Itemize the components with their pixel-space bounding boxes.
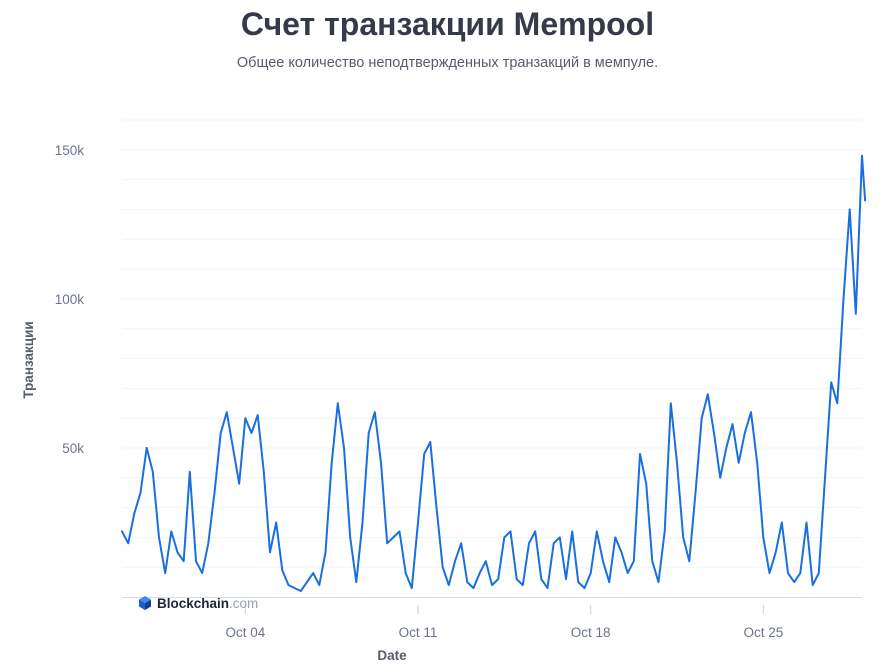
x-tick-label: Oct 04: [225, 625, 265, 640]
series-line: [121, 154, 867, 592]
blockchain-logo: Blockchain.com: [139, 596, 258, 611]
y-tick-label: 50k: [62, 441, 84, 456]
blockchain-logo-icon: [139, 596, 151, 610]
x-tick-label: Oct 18: [571, 625, 611, 640]
y-tick-label: 150k: [55, 143, 85, 158]
x-axis-ticks: Oct 04 Oct 11 Oct 18 Oct 25: [225, 605, 783, 640]
y-axis-ticks: 50k 100k 150k: [55, 143, 85, 456]
chart-title: Счет транзакции Mempool: [240, 6, 655, 42]
grid-lines: [122, 119, 862, 568]
x-tick-label: Oct 25: [743, 625, 783, 640]
x-axis-label: Date: [377, 648, 407, 663]
y-axis-label: Транзакции: [21, 321, 36, 398]
chart-subtitle: Общее количество неподтвержденных транза…: [236, 55, 659, 71]
blockchain-logo-text: Blockchain.com: [157, 596, 258, 611]
y-tick-label: 100k: [55, 292, 85, 307]
x-tick-label: Oct 11: [399, 625, 438, 640]
